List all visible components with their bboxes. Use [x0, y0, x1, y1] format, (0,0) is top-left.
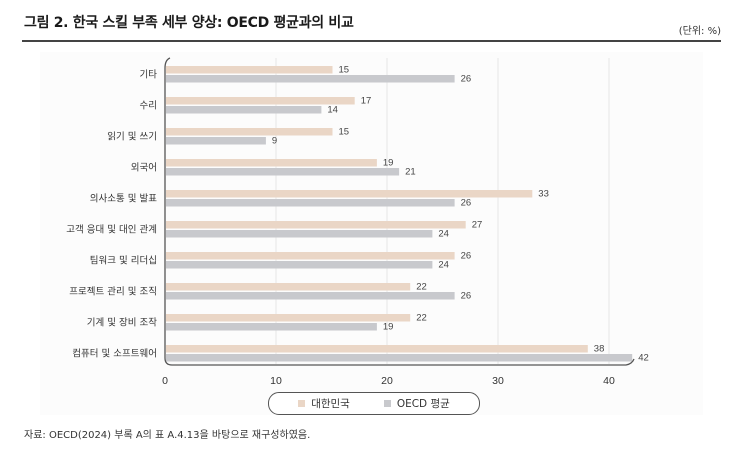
category-label: 기타 — [140, 70, 158, 81]
bar-oecd — [166, 323, 377, 331]
bar-oecd — [166, 168, 400, 176]
bar-oecd — [166, 199, 455, 207]
value-label-oecd: 9 — [272, 136, 277, 147]
bar-oecd — [166, 230, 433, 238]
category-label: 고객 응대 및 대인 관계 — [66, 224, 157, 236]
category-label: 컴퓨터 및 소프트웨어 — [72, 348, 157, 360]
legend-label-oecd: OECD 평균 — [396, 398, 450, 410]
bar-korea — [166, 128, 333, 136]
category-label: 의사소통 및 발표 — [90, 193, 157, 205]
value-label-oecd: 14 — [327, 105, 338, 116]
value-label-oecd: 26 — [461, 74, 472, 85]
bar-oecd — [166, 292, 455, 300]
value-label-oecd: 24 — [438, 260, 449, 271]
bar-korea — [166, 66, 333, 74]
value-label-korea: 33 — [538, 189, 549, 200]
category-label: 기계 및 장비 조작 — [87, 317, 157, 329]
bar-oecd — [166, 261, 433, 269]
chart-legend: 대한민국 OECD 평균 — [268, 392, 480, 415]
bar-korea — [166, 252, 455, 260]
value-label-korea: 38 — [594, 344, 605, 355]
value-label-korea: 27 — [472, 220, 483, 231]
bar-korea — [166, 283, 411, 291]
value-label-korea: 17 — [361, 96, 372, 107]
legend-item-korea: 대한민국 — [298, 396, 350, 411]
x-axis-ticks: 0 10 20 30 40 — [162, 375, 615, 387]
category-label: 읽기 및 쓰기 — [107, 131, 157, 143]
value-label-oecd: 26 — [461, 198, 472, 209]
value-label-oecd: 19 — [383, 322, 394, 333]
value-label-oecd: 26 — [461, 291, 472, 302]
legend-item-oecd: OECD 평균 — [383, 396, 450, 411]
title-divider — [22, 40, 721, 42]
category-label: 외국어 — [131, 162, 157, 174]
value-label-korea: 26 — [461, 251, 472, 262]
value-label-korea: 22 — [416, 313, 427, 324]
x-tick-label: 10 — [270, 375, 282, 387]
category-label: 팀워크 및 리더십 — [90, 255, 157, 267]
value-label-oecd: 42 — [638, 353, 649, 364]
bar-korea — [166, 345, 588, 353]
value-label-korea: 15 — [339, 127, 350, 138]
bar-korea — [166, 221, 466, 229]
figure-title: 그림 2. 한국 스킬 부족 세부 양상: OECD 평균과의 비교 — [24, 15, 354, 31]
source-note: 자료: OECD(2024) 부록 A의 표 A.4.13을 바탕으로 재구성하… — [24, 430, 311, 441]
bar-korea — [166, 97, 355, 105]
value-label-korea: 15 — [339, 65, 350, 76]
category-label: 수리 — [140, 101, 157, 112]
value-label-korea: 22 — [416, 282, 427, 293]
bar-oecd — [166, 106, 322, 114]
bar-oecd — [166, 75, 455, 83]
bar-oecd — [166, 137, 266, 145]
axis-frame — [164, 57, 635, 366]
x-tick-label: 0 — [162, 375, 168, 387]
x-tick-label: 30 — [492, 375, 504, 387]
bar-korea — [166, 314, 411, 322]
bar-korea — [166, 159, 377, 167]
legend-swatch-oecd — [383, 400, 391, 407]
unit-label: (단위: %) — [678, 26, 721, 37]
bar-korea — [166, 190, 533, 198]
value-label-oecd: 24 — [438, 229, 449, 240]
category-label: 프로젝트 관리 및 조직 — [69, 286, 157, 298]
legend-label-korea: 대한민국 — [311, 398, 350, 410]
value-label-korea: 19 — [383, 158, 394, 169]
x-tick-label: 40 — [603, 375, 615, 387]
legend-swatch-korea — [298, 400, 306, 407]
value-label-oecd: 21 — [405, 167, 416, 178]
x-tick-label: 20 — [381, 375, 393, 387]
bar-oecd — [166, 354, 633, 362]
